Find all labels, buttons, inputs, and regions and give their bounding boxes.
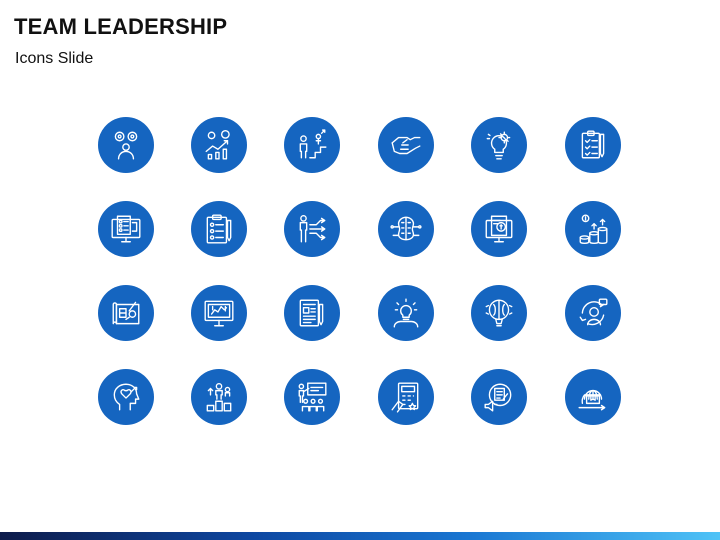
- brain-balloon-icon: [471, 285, 527, 341]
- report-pen-icon: [284, 285, 340, 341]
- handshake-icon: [378, 117, 434, 173]
- global-shipping-icon: [565, 369, 621, 425]
- idea-gear-icon: [471, 117, 527, 173]
- monitor-checklist-icon: [98, 201, 154, 257]
- document-analysis-icon: [471, 201, 527, 257]
- clipboard-checklist-icon: [565, 117, 621, 173]
- lightbulb-person-icon: [378, 285, 434, 341]
- calculator-hand-icon: [378, 369, 434, 425]
- blueprint-plan-icon: [98, 285, 154, 341]
- slide-subtitle: Icons Slide: [15, 50, 94, 67]
- monitor-analytics-icon: [191, 285, 247, 341]
- money-growth-icon: [565, 201, 621, 257]
- slide-title: TEAM LEADERSHIP: [14, 14, 228, 39]
- team-growth-icon: [191, 369, 247, 425]
- task-clipboard-icon: [191, 201, 247, 257]
- head-heart-icon: [98, 369, 154, 425]
- digital-marketing-icon: [471, 369, 527, 425]
- decision-arrows-icon: [284, 201, 340, 257]
- presentation-team-icon: [284, 369, 340, 425]
- brain-network-icon: [378, 201, 434, 257]
- growth-chart-icon: [191, 117, 247, 173]
- team-leader-icon: [98, 117, 154, 173]
- customer-support-icon: [565, 285, 621, 341]
- career-steps-icon: [284, 117, 340, 173]
- footer-gradient-bar: [0, 532, 720, 540]
